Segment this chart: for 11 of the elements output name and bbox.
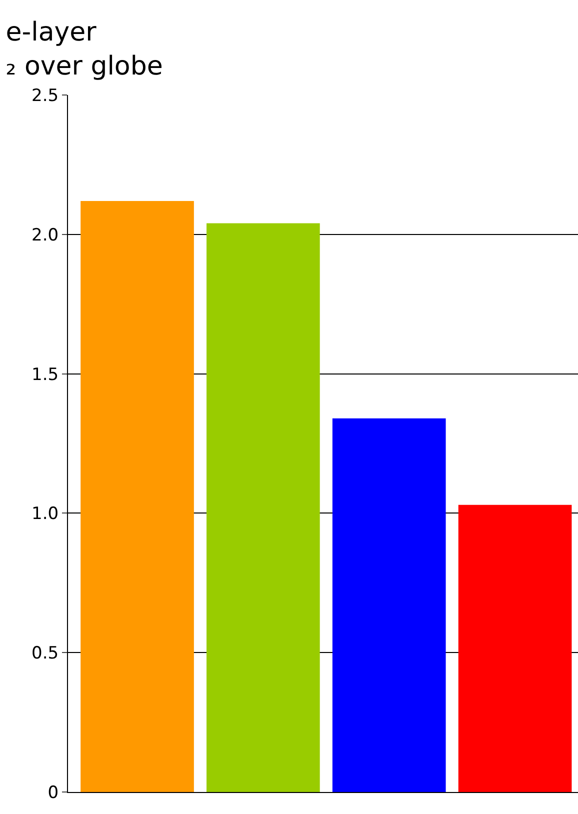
y-tick-label: 0	[48, 782, 59, 803]
bar	[458, 504, 572, 792]
bar	[80, 200, 194, 792]
y-tick-label: 2.5	[32, 86, 59, 106]
bar	[332, 418, 446, 792]
y-tick-label: 2.0	[32, 225, 59, 246]
y-tick-label: 1.5	[32, 364, 59, 385]
y-tick-label: 1.0	[32, 504, 59, 524]
chart-title: e-layer ₂ over globe	[6, 18, 163, 82]
bar	[206, 223, 320, 792]
y-tick-label: 0.5	[32, 644, 59, 664]
